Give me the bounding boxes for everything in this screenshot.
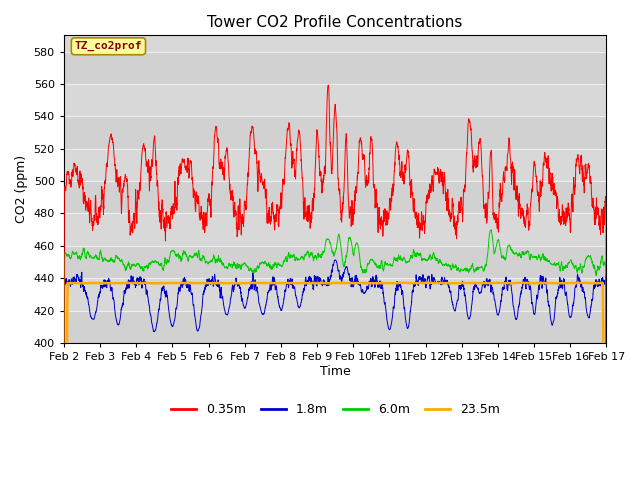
Bar bbox=[64, 51, 606, 84]
Bar bbox=[64, 84, 606, 116]
Legend: 0.35m, 1.8m, 6.0m, 23.5m: 0.35m, 1.8m, 6.0m, 23.5m bbox=[166, 398, 504, 421]
Bar bbox=[64, 181, 606, 214]
Bar bbox=[64, 214, 606, 246]
Title: Tower CO2 Profile Concentrations: Tower CO2 Profile Concentrations bbox=[207, 15, 463, 30]
Bar bbox=[64, 246, 606, 278]
Bar bbox=[64, 311, 606, 343]
X-axis label: Time: Time bbox=[320, 365, 351, 378]
Bar bbox=[64, 149, 606, 181]
Bar bbox=[64, 278, 606, 311]
Bar bbox=[64, 116, 606, 149]
Text: TZ_co2prof: TZ_co2prof bbox=[75, 41, 142, 51]
Y-axis label: CO2 (ppm): CO2 (ppm) bbox=[15, 155, 28, 223]
